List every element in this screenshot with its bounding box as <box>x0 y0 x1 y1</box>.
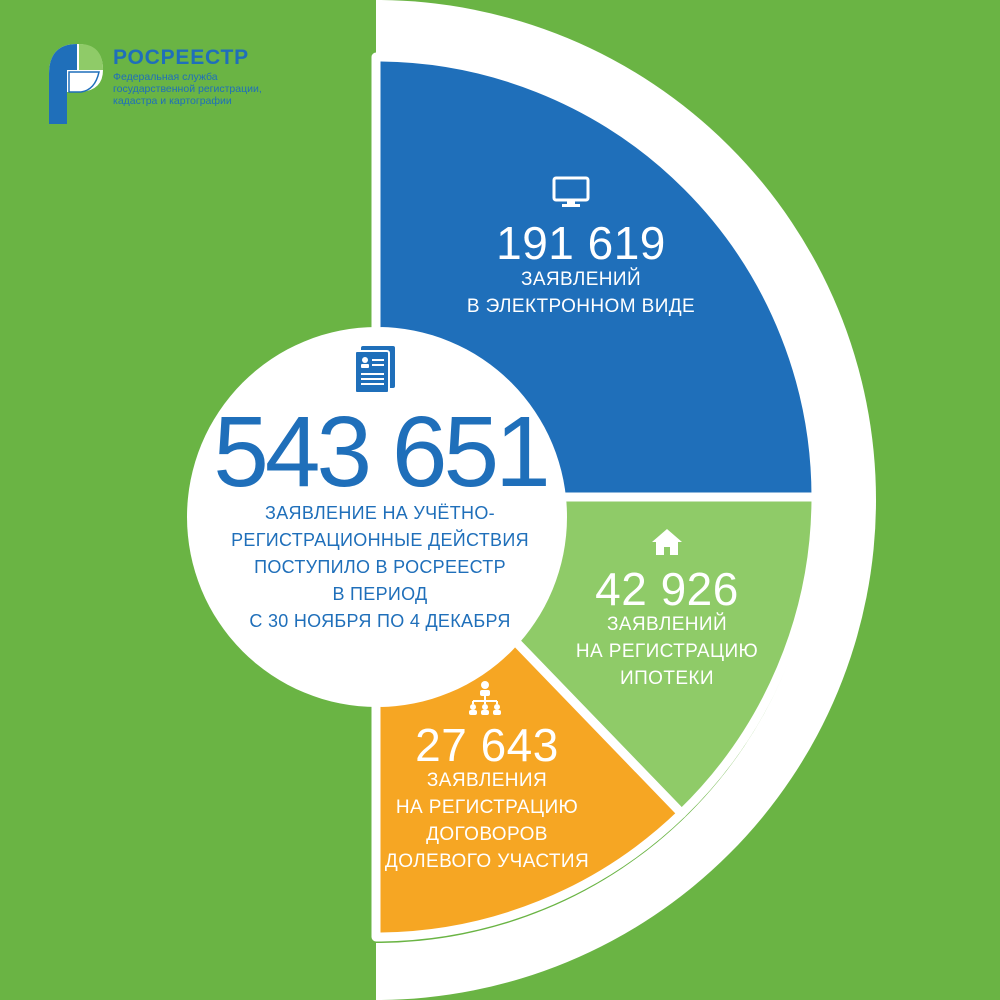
shared-label-line: НА РЕГИСТРАЦИЮ <box>395 797 579 818</box>
electronic-label: ЗАЯВЛЕНИЙ В ЭЛЕКТРОННОМ ВИДЕ <box>431 266 731 320</box>
total-label-line: РЕГИСТРАЦИОННЫЕ ДЕЙСТВИЯ <box>231 530 529 550</box>
people-network-icon <box>469 681 501 715</box>
mortgage-label: ЗАЯВЛЕНИЙ НА РЕГИСТРАЦИЮ ИПОТЕКИ <box>537 611 797 692</box>
document-icon <box>354 346 395 394</box>
total-label-line: С 30 НОЯБРЯ ПО 4 ДЕКАБРЯ <box>249 611 511 631</box>
monitor-icon <box>552 176 590 207</box>
electronic-label-line: В ЭЛЕКТРОННОМ ВИДЕ <box>466 296 696 317</box>
logo-subtitle-line: Федеральная служба <box>113 71 218 83</box>
logo-emblem-icon <box>49 44 103 124</box>
total-label: ЗАЯВЛЕНИЕ НА УЧЁТНО- РЕГИСТРАЦИОННЫЕ ДЕЙ… <box>215 500 545 635</box>
shared-label: ЗАЯВЛЕНИЯ НА РЕГИСТРАЦИЮ ДОГОВОРОВ ДОЛЕВ… <box>357 767 617 875</box>
mortgage-label-line: ЗАЯВЛЕНИЙ <box>606 614 728 635</box>
center-circle <box>187 327 567 707</box>
electronic-label-line: ЗАЯВЛЕНИЙ <box>520 269 642 290</box>
logo-title: РОСРЕЕСТР <box>113 46 249 69</box>
mortgage-label-line: НА РЕГИСТРАЦИЮ <box>575 641 759 662</box>
shared-label-line: ДОЛЕВОГО УЧАСТИЯ <box>384 851 590 872</box>
shared-label-line: ЗАЯВЛЕНИЯ <box>426 770 548 791</box>
rosreestr-logo: РОСРЕЕСТР Федеральная служба государстве… <box>47 40 277 130</box>
shared-label-line: ДОГОВОРОВ <box>426 824 548 845</box>
house-icon <box>652 529 682 555</box>
total-value: 543 651 <box>213 396 550 508</box>
logo-subtitle-line: государственной регистрации, <box>113 83 262 95</box>
shared-value: 27 643 <box>415 719 559 771</box>
mortgage-value: 42 926 <box>595 563 739 615</box>
mortgage-label-line: ИПОТЕКИ <box>620 668 714 689</box>
total-label-line: ПОСТУПИЛО В РОСРЕЕСТР <box>254 557 506 577</box>
logo-subtitle: Федеральная служба государственной регис… <box>113 71 283 107</box>
total-label-line: ЗАЯВЛЕНИЕ НА УЧЁТНО- <box>265 503 495 523</box>
electronic-value: 191 619 <box>496 217 666 269</box>
total-label-line: В ПЕРИОД <box>332 584 428 604</box>
logo-subtitle-line: кадастра и картографии <box>113 95 232 107</box>
